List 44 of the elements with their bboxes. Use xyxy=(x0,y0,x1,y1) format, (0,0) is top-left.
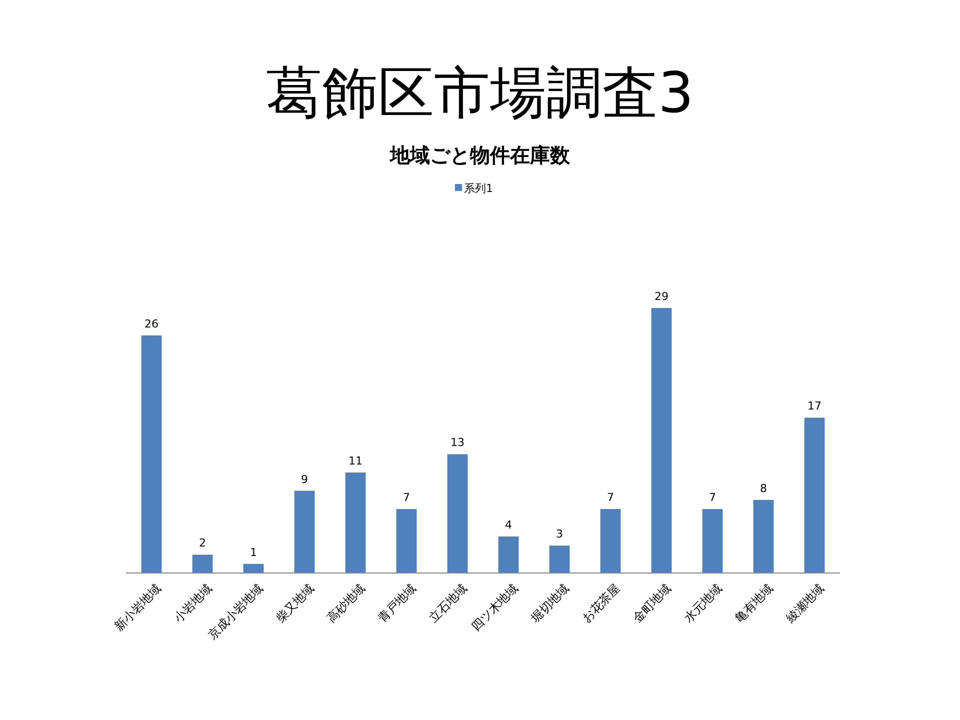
legend-label: 系列1 xyxy=(464,182,493,195)
x-tick-label: お花茶屋 xyxy=(579,581,623,626)
data-label: 29 xyxy=(654,290,668,303)
data-label: 7 xyxy=(709,491,716,504)
x-tick-label: 金町地域 xyxy=(630,581,674,626)
data-label: 1 xyxy=(250,546,257,559)
chart-subtitle: 地域ごと物件在庫数 xyxy=(389,143,571,167)
x-tick-label: 亀有地域 xyxy=(732,581,776,626)
chart-title: 葛飾区市場調査3 xyxy=(266,61,694,126)
bar xyxy=(345,472,366,573)
data-label: 13 xyxy=(450,436,464,450)
bar xyxy=(702,509,723,573)
bar xyxy=(753,500,774,573)
bar xyxy=(498,536,519,573)
x-tick-label: 水元地域 xyxy=(681,581,725,626)
data-label: 3 xyxy=(556,528,563,541)
data-label: 7 xyxy=(607,491,614,504)
bar xyxy=(192,554,213,573)
bar xyxy=(396,509,417,573)
data-label: 4 xyxy=(505,518,512,532)
data-label: 9 xyxy=(301,472,308,486)
data-label: 8 xyxy=(760,482,767,495)
x-tick-label: 青戸地域 xyxy=(375,581,419,626)
bar xyxy=(804,418,825,573)
bar xyxy=(141,335,162,573)
bar xyxy=(600,509,621,573)
data-label: 7 xyxy=(403,491,410,504)
x-tick-label: 堀切地域 xyxy=(527,581,572,626)
bar xyxy=(243,564,264,573)
x-tick-label: 四ツ木地域 xyxy=(468,581,521,634)
x-tick-label: 綾瀬地域 xyxy=(782,581,827,626)
x-tick-label: 小岩地域 xyxy=(171,581,215,626)
bar xyxy=(294,490,315,573)
data-label: 26 xyxy=(144,317,158,330)
bar xyxy=(549,546,570,573)
x-tick-label: 立石地域 xyxy=(426,581,470,626)
x-tick-label: 柴又地域 xyxy=(273,581,317,626)
data-label: 2 xyxy=(199,536,206,550)
bar xyxy=(651,308,672,573)
x-tick-label: 新小岩地域 xyxy=(112,581,164,634)
data-label: 11 xyxy=(348,454,362,468)
bar xyxy=(447,454,468,573)
x-tick-label: 高砂地域 xyxy=(324,581,368,626)
data-label: 17 xyxy=(808,400,822,413)
